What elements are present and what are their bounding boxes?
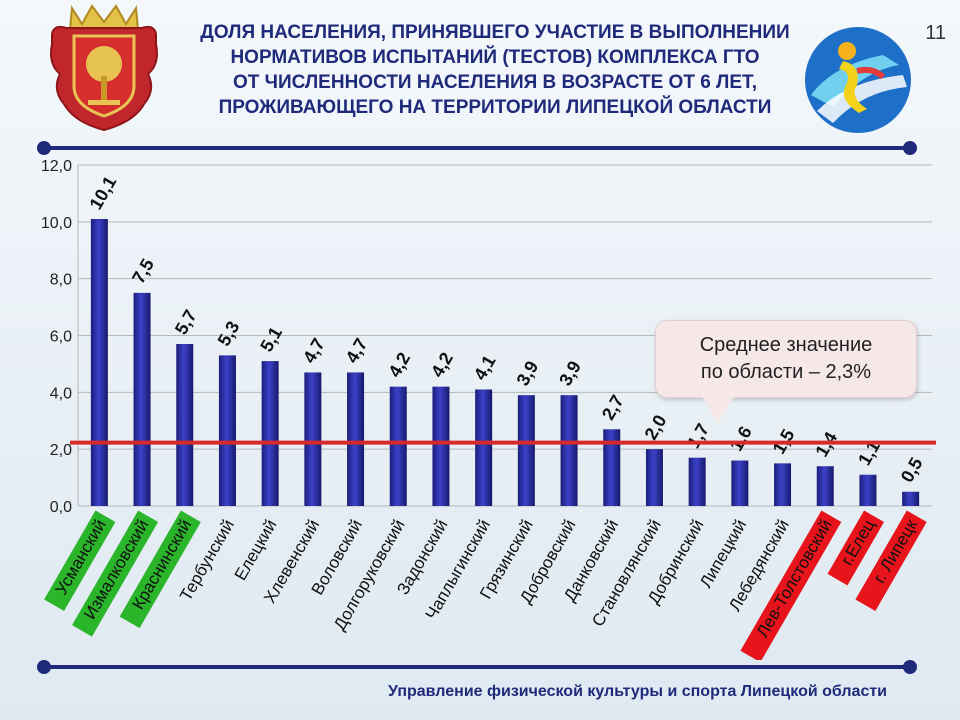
y-tick-label: 10,0 xyxy=(41,215,72,232)
bar xyxy=(304,372,322,506)
coat-of-arms-icon xyxy=(50,4,158,132)
bar xyxy=(432,386,450,506)
category-highlight xyxy=(855,510,927,612)
y-tick-label: 12,0 xyxy=(41,158,72,175)
callout-pointer xyxy=(702,396,734,424)
bar-value-label: 4,2 xyxy=(384,349,414,381)
bar xyxy=(688,457,706,506)
average-callout: Среднее значение по области – 2,3% xyxy=(655,320,917,398)
bar-value-label: 4,7 xyxy=(299,335,329,367)
y-tick-label: 6,0 xyxy=(50,329,72,346)
bar-value-label: 0,5 xyxy=(897,454,927,486)
category-highlight xyxy=(119,510,201,629)
bar-value-label: 10,1 xyxy=(85,173,120,213)
y-tick-label: 4,0 xyxy=(50,385,72,402)
bar-value-label: 1,6 xyxy=(726,423,756,455)
bar xyxy=(218,355,236,506)
bar xyxy=(389,386,407,506)
bar xyxy=(816,466,834,506)
bar xyxy=(517,395,535,506)
category-highlight xyxy=(827,510,885,586)
bar-chart: 10,1 7,5 5,7 5,3 5,1 4,7 4,7 4,2 4,2 4,1 3,9 3,9 2,7… xyxy=(41,158,936,660)
bar xyxy=(347,372,365,506)
callout-line: Среднее значение xyxy=(699,334,873,356)
gto-logo-icon xyxy=(805,27,911,133)
bar-value-label: 4,1 xyxy=(470,352,500,384)
title-line: ПРОЖИВАЮЩЕГО НА ТЕРРИТОРИИ ЛИПЕЦКОЙ ОБЛА… xyxy=(218,97,772,118)
bar-value-label: 4,2 xyxy=(427,349,457,381)
bar xyxy=(603,429,621,506)
title-line: ОТ ЧИСЛЕННОСТИ НАСЕЛЕНИЯ В ВОЗРАСТЕ ОТ 6… xyxy=(232,72,758,93)
bar xyxy=(645,449,663,506)
bar-value-label: 7,5 xyxy=(128,255,158,287)
slide-number: 11 xyxy=(925,22,946,44)
callout-line: по области – 2,3% xyxy=(700,361,872,383)
bar-value-label: 2,0 xyxy=(641,411,671,443)
bar-value-label: 2,7 xyxy=(598,392,628,424)
bottom-divider xyxy=(37,660,917,674)
title-line: ДОЛЯ НАСЕЛЕНИЯ, ПРИНЯВШЕГО УЧАСТИЕ В ВЫП… xyxy=(200,22,790,43)
bar-value-label: 1,7 xyxy=(683,420,713,452)
bar xyxy=(560,395,578,506)
top-divider xyxy=(37,141,917,155)
category-highlight xyxy=(72,510,159,637)
bar xyxy=(475,389,493,506)
bar-value-label: 5,7 xyxy=(171,306,201,338)
bar xyxy=(133,292,151,506)
category-highlight xyxy=(44,510,116,612)
bar-value-label: 3,9 xyxy=(555,357,585,389)
bar xyxy=(859,474,877,506)
bar-value-label: 3,9 xyxy=(512,357,542,389)
bar xyxy=(176,344,194,506)
bar xyxy=(261,361,279,506)
bar xyxy=(774,463,792,506)
y-tick-label: 8,0 xyxy=(50,272,72,289)
bar-value-label: 4,7 xyxy=(342,335,372,367)
footer-text: Управление физической культуры и спорта … xyxy=(388,683,888,700)
title-line: НОРМАТИВОВ ИСПЫТАНИЙ (ТЕСТОВ) КОМПЛЕКСА … xyxy=(230,47,760,68)
y-tick-label: 0,0 xyxy=(50,499,72,516)
category-highlight xyxy=(740,510,842,660)
bar-value-label: 5,3 xyxy=(214,318,244,350)
y-tick-label: 2,0 xyxy=(50,442,72,459)
bar xyxy=(90,218,108,506)
bar-value-label: 5,1 xyxy=(256,323,286,355)
bar xyxy=(902,491,920,506)
bar xyxy=(731,460,749,506)
slide-title: ДОЛЯ НАСЕЛЕНИЯ, ПРИНЯВШЕГО УЧАСТИЕ В ВЫП… xyxy=(150,20,840,120)
